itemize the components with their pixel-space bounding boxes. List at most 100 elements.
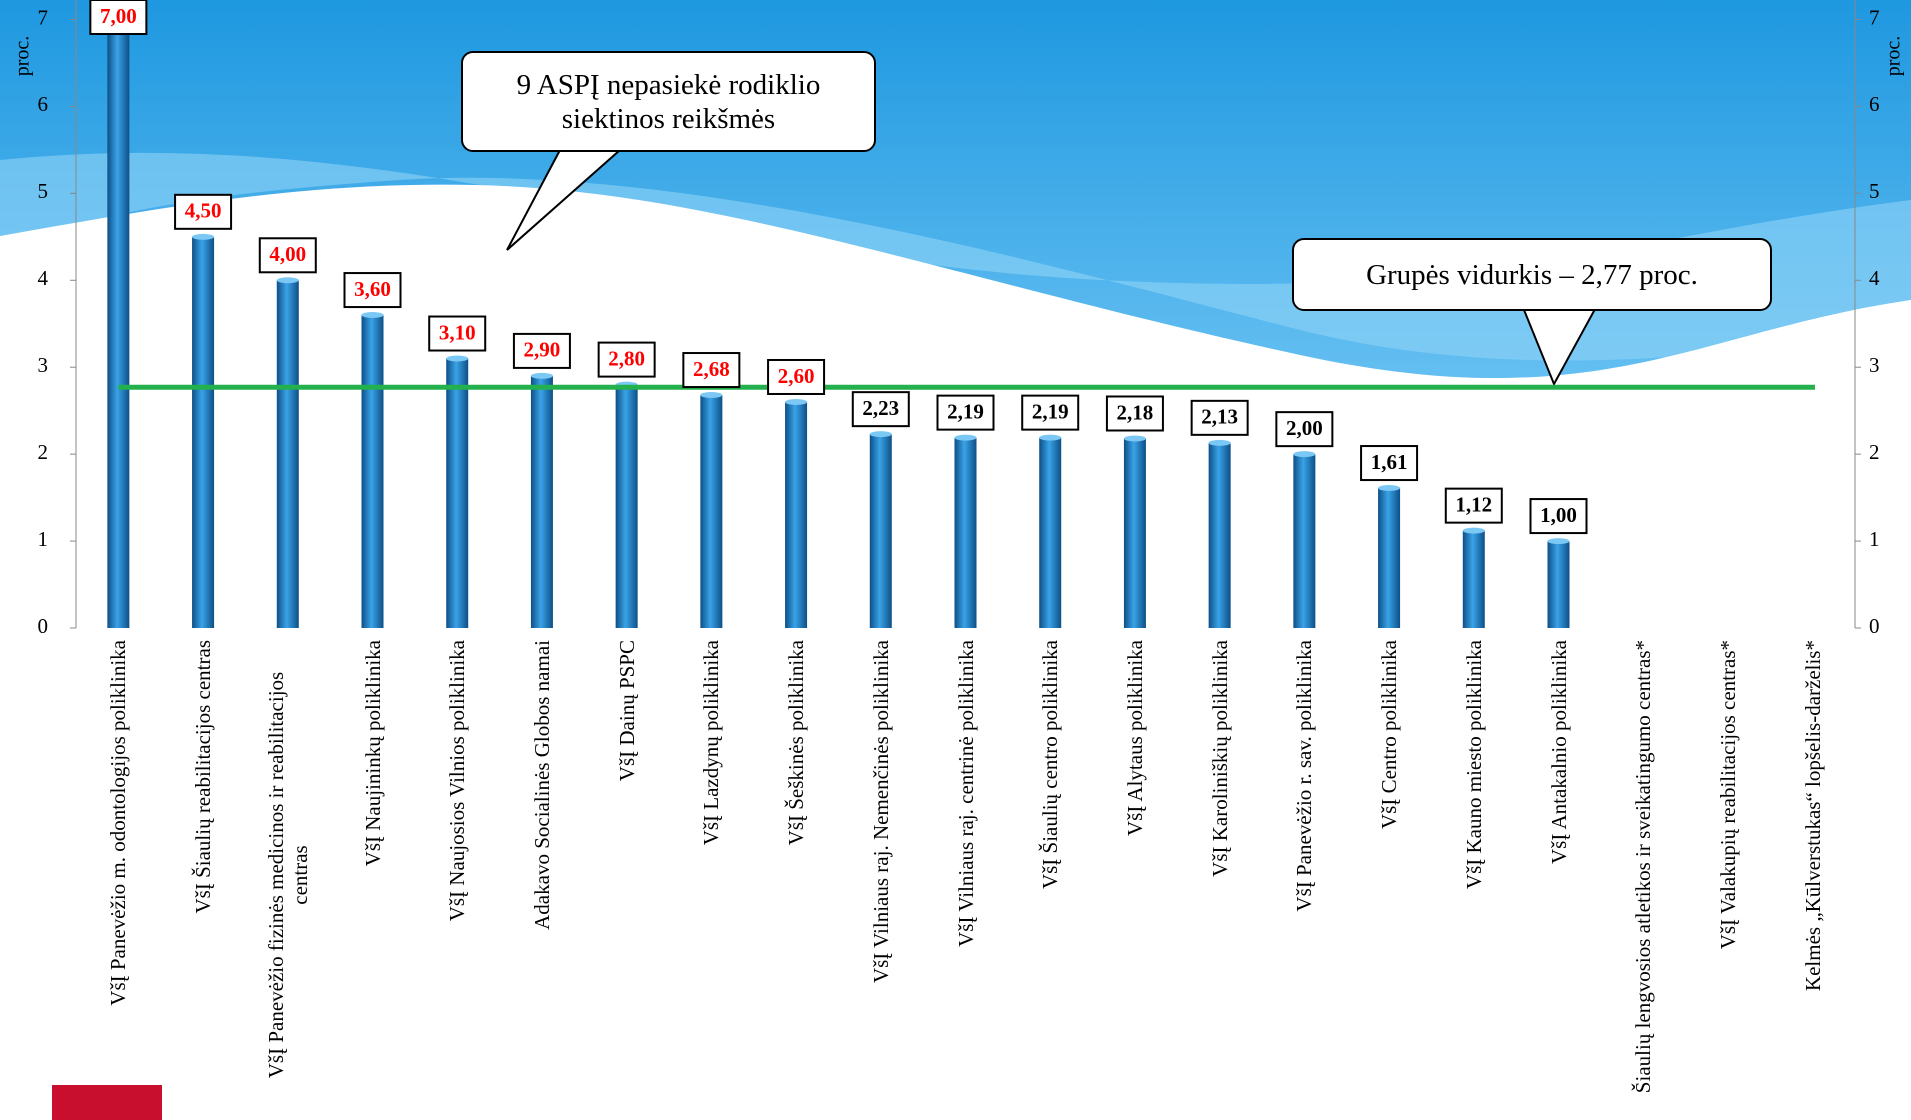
callout: Grupės vidurkis – 2,77 proc.	[1292, 238, 1772, 311]
x-tick-text: VšĮ Dainų PSPC	[615, 640, 639, 781]
x-tick-text: VšĮ Panevėžio fizinės medicinos ir reabi…	[264, 640, 312, 1110]
value-label: 3,10	[439, 320, 476, 344]
bar	[616, 385, 638, 628]
x-tick-label: VšĮ Lazdynų poliklinika	[673, 640, 749, 1110]
bar-cap	[446, 356, 468, 362]
value-label: 2,23	[862, 396, 899, 420]
x-tick-label: VšĮ Šiaulių centro poliklinika	[1012, 640, 1088, 1110]
y-tick-label: 3	[38, 353, 49, 377]
x-tick-label: Kelmės „Kūlverstukas“ lopšelis-darželis*	[1775, 640, 1851, 1110]
x-tick-text: VšĮ Šeškinės poliklinika	[784, 640, 808, 845]
x-tick-label: VšĮ Panevėžio m. odontologijos poliklini…	[80, 640, 156, 1110]
y2-tick-label: 2	[1869, 440, 1880, 464]
bar-cap	[955, 435, 977, 441]
value-label: 2,13	[1201, 405, 1238, 429]
bar-cap	[785, 399, 807, 405]
value-label: 3,60	[354, 277, 391, 301]
bar	[1124, 438, 1146, 628]
x-tick-label: VšĮ Antakalnio poliklinika	[1521, 640, 1597, 1110]
page: proc. proc. 01234567012345677,004,504,00…	[0, 0, 1911, 1120]
x-tick-text: VšĮ Panevėžio r. sav. poliklinika	[1292, 640, 1316, 912]
bar-cap	[1039, 435, 1061, 441]
x-tick-label: VšĮ Centro poliklinika	[1351, 640, 1427, 1110]
x-tick-text: VšĮ Alytaus poliklinika	[1123, 640, 1147, 836]
y2-tick-label: 7	[1869, 5, 1880, 29]
x-tick-text: VšĮ Karoliniškių poliklinika	[1208, 640, 1232, 877]
y-tick-label: 6	[38, 92, 49, 116]
x-tick-label: VšĮ Naujosios Vilnios poliklinika	[419, 640, 495, 1110]
y-tick-label: 7	[38, 5, 49, 29]
value-label: 7,00	[100, 4, 137, 28]
x-tick-text: Adakavo Socialinės Globos namai	[530, 640, 554, 930]
bar-cap	[1463, 528, 1485, 534]
x-tick-label: VšĮ Panevėžio r. sav. poliklinika	[1266, 640, 1342, 1110]
value-label: 1,00	[1540, 503, 1577, 527]
y2-axis-label: proc.	[1883, 36, 1905, 77]
bar	[700, 395, 722, 628]
y2-tick-label: 6	[1869, 92, 1880, 116]
bar-cap	[277, 277, 299, 283]
bar-cap	[700, 392, 722, 398]
bar	[1209, 443, 1231, 628]
bar-cap	[870, 431, 892, 437]
value-label: 2,00	[1286, 416, 1323, 440]
x-tick-label: VšĮ Vilniaus raj. Nemenčinės poliklinika	[843, 640, 919, 1110]
bar	[362, 315, 384, 628]
x-tick-label: VšĮ Kauno miesto poliklinika	[1436, 640, 1512, 1110]
bar	[1378, 488, 1400, 628]
bar	[531, 376, 553, 628]
bar	[1463, 531, 1485, 628]
bar	[192, 237, 214, 628]
bar-cap	[1378, 485, 1400, 491]
value-label: 1,61	[1371, 450, 1408, 474]
x-tick-text: VšĮ Panevėžio m. odontologijos poliklini…	[106, 640, 130, 1006]
value-label: 2,68	[693, 357, 730, 381]
x-tick-label: Šiaulių lengvosios atletikos ir sveikati…	[1605, 640, 1681, 1110]
y-tick-label: 1	[38, 527, 49, 551]
y-axis-label: proc.	[12, 36, 34, 77]
y2-tick-label: 0	[1869, 614, 1880, 638]
bar	[277, 280, 299, 628]
x-tick-text: VšĮ Naujosios Vilnios poliklinika	[445, 640, 469, 921]
x-tick-label: VšĮ Karoliniškių poliklinika	[1182, 640, 1258, 1110]
bar-cap	[1209, 440, 1231, 446]
x-tick-text: VšĮ Antakalnio poliklinika	[1547, 640, 1571, 864]
x-tick-text: VšĮ Centro poliklinika	[1377, 640, 1401, 829]
x-tick-text: VšĮ Šiaulių centro poliklinika	[1038, 640, 1062, 889]
x-tick-label: VšĮ Valakupių reabilitacijos centras*	[1690, 640, 1766, 1110]
x-tick-text: VšĮ Vilniaus raj. centrinė poliklinika	[954, 640, 978, 947]
bar-cap	[1548, 538, 1570, 544]
x-tick-label: Adakavo Socialinės Globos namai	[504, 640, 580, 1110]
bar	[1293, 454, 1315, 628]
value-label: 2,80	[608, 346, 645, 370]
x-tick-text: VšĮ Valakupių reabilitacijos centras*	[1716, 640, 1740, 949]
value-label: 1,12	[1455, 492, 1492, 516]
x-tick-text: VšĮ Kauno miesto poliklinika	[1462, 640, 1486, 889]
bar	[446, 359, 468, 628]
x-tick-label: VšĮ Dainų PSPC	[589, 640, 665, 1110]
bar-cap	[362, 312, 384, 318]
x-tick-text: VšĮ Naujininkų poliklinika	[361, 640, 385, 866]
y-tick-label: 2	[38, 440, 49, 464]
bar	[1548, 541, 1570, 628]
x-tick-label: VšĮ Šiaulių reabilitacijos centras	[165, 640, 241, 1110]
y2-tick-label: 1	[1869, 527, 1880, 551]
value-label: 4,00	[269, 242, 306, 266]
x-tick-text: VšĮ Šiaulių reabilitacijos centras	[191, 640, 215, 914]
y2-tick-label: 5	[1869, 179, 1880, 203]
x-tick-text: VšĮ Vilniaus raj. Nemenčinės poliklinika	[869, 640, 893, 983]
callout: 9 ASPĮ nepasiekė rodiklio siektinos reik…	[461, 51, 876, 152]
x-tick-label: VšĮ Šeškinės poliklinika	[758, 640, 834, 1110]
bar	[1039, 438, 1061, 628]
x-tick-text: Šiaulių lengvosios atletikos ir sveikati…	[1631, 640, 1655, 1093]
value-label: 2,60	[778, 364, 815, 388]
y2-tick-label: 3	[1869, 353, 1880, 377]
value-label: 2,19	[1032, 399, 1069, 423]
y-tick-label: 0	[38, 614, 49, 638]
bar	[870, 434, 892, 628]
bar-cap	[192, 234, 214, 240]
value-label: 2,19	[947, 399, 984, 423]
x-tick-label: VšĮ Panevėžio fizinės medicinos ir reabi…	[250, 640, 326, 1110]
bar-cap	[1293, 451, 1315, 457]
value-label: 4,50	[185, 199, 222, 223]
